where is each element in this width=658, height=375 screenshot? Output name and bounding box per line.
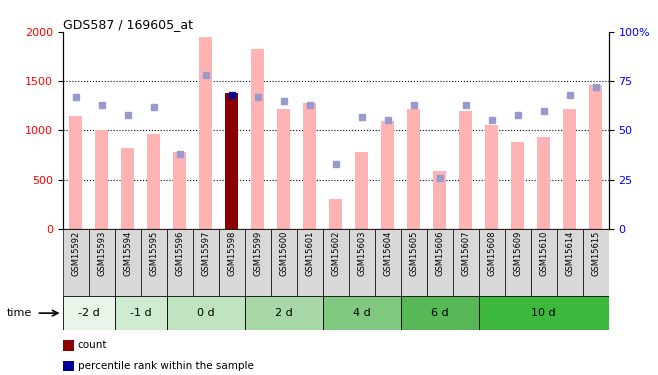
Bar (173, 152, 186, 229)
Bar (355, 152, 368, 229)
Text: GSM15607: GSM15607 (461, 231, 470, 276)
Bar (225, 93, 238, 229)
Bar (245, 296, 322, 330)
Bar (89, 229, 114, 296)
Text: GSM15594: GSM15594 (123, 231, 132, 276)
Bar (401, 229, 426, 296)
Bar (401, 296, 478, 330)
Text: GSM15599: GSM15599 (253, 231, 262, 276)
Bar (478, 229, 505, 296)
Bar (322, 229, 349, 296)
Bar (433, 171, 446, 229)
Text: GSM15604: GSM15604 (383, 231, 392, 276)
Text: 4 d: 4 d (353, 308, 370, 318)
Bar (114, 229, 141, 296)
Bar (349, 229, 374, 296)
Bar (63, 229, 89, 296)
Bar (251, 49, 264, 229)
Text: 10 d: 10 d (531, 308, 556, 318)
Bar (218, 229, 245, 296)
Bar (147, 134, 160, 229)
Bar (589, 85, 602, 229)
Text: GSM15615: GSM15615 (591, 231, 600, 276)
Bar (277, 109, 290, 229)
Bar (582, 229, 609, 296)
Text: GSM15601: GSM15601 (305, 231, 314, 276)
Bar (63, 296, 114, 330)
Bar (69, 116, 82, 229)
Bar (557, 229, 582, 296)
Bar (426, 229, 453, 296)
Text: GDS587 / 169605_at: GDS587 / 169605_at (63, 18, 193, 31)
Text: percentile rank within the sample: percentile rank within the sample (78, 361, 253, 371)
Text: GSM15600: GSM15600 (279, 231, 288, 276)
Bar (303, 103, 316, 229)
Bar (381, 122, 394, 229)
Bar (478, 296, 609, 330)
Bar (329, 199, 342, 229)
Bar (141, 229, 166, 296)
Bar (485, 125, 498, 229)
Text: time: time (7, 308, 32, 318)
Text: -1 d: -1 d (130, 308, 151, 318)
Text: GSM15605: GSM15605 (409, 231, 418, 276)
Bar (121, 147, 134, 229)
Bar (537, 137, 550, 229)
Text: GSM15606: GSM15606 (435, 231, 444, 276)
Text: GSM15614: GSM15614 (565, 231, 574, 276)
Bar (193, 229, 218, 296)
Bar (459, 111, 472, 229)
Text: 0 d: 0 d (197, 308, 215, 318)
Text: GSM15598: GSM15598 (227, 231, 236, 276)
Bar (245, 229, 270, 296)
Text: GSM15596: GSM15596 (175, 231, 184, 276)
Text: GSM15603: GSM15603 (357, 231, 366, 276)
Bar (374, 229, 401, 296)
Text: GSM15592: GSM15592 (71, 231, 80, 276)
Text: GSM15593: GSM15593 (97, 231, 106, 276)
Bar (530, 229, 557, 296)
Bar (166, 296, 245, 330)
Bar (511, 142, 524, 229)
Bar (505, 229, 530, 296)
Text: GSM15609: GSM15609 (513, 231, 522, 276)
Bar (453, 229, 478, 296)
Text: GSM15610: GSM15610 (539, 231, 548, 276)
Bar (199, 37, 212, 229)
Bar (270, 229, 297, 296)
Bar (322, 296, 401, 330)
Text: count: count (78, 340, 107, 350)
Bar (114, 296, 166, 330)
Bar (166, 229, 193, 296)
Text: GSM15608: GSM15608 (487, 231, 496, 276)
Bar (297, 229, 322, 296)
Bar (407, 109, 420, 229)
Text: GSM15597: GSM15597 (201, 231, 210, 276)
Text: 2 d: 2 d (274, 308, 292, 318)
Bar (95, 130, 108, 229)
Text: GSM15602: GSM15602 (331, 231, 340, 276)
Text: GSM15595: GSM15595 (149, 231, 158, 276)
Text: -2 d: -2 d (78, 308, 99, 318)
Bar (563, 109, 576, 229)
Text: 6 d: 6 d (431, 308, 448, 318)
